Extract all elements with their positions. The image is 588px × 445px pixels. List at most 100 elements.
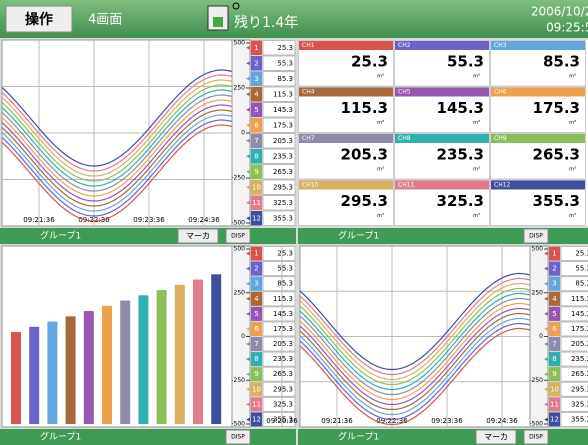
scale-label: 500 <box>234 246 246 253</box>
digital-value: 205.3 <box>341 146 388 164</box>
channel-value: 235.3 <box>571 355 588 363</box>
trend-line <box>1 124 233 222</box>
channel-pointer <box>246 251 250 256</box>
channel-value-box <box>560 276 588 292</box>
channel-no: 4 <box>254 295 259 303</box>
disp-button[interactable] <box>225 228 251 244</box>
trend-line <box>1 114 233 212</box>
scale-label: -250 <box>231 377 245 384</box>
channel-no: 1 <box>552 250 556 258</box>
channel-no: 5 <box>254 106 258 114</box>
trend-line <box>1 79 233 177</box>
channel-no-box <box>549 276 560 291</box>
marker-label: マーカ <box>186 232 210 241</box>
menu-label: 操作 <box>25 11 53 28</box>
channel-value-box <box>262 133 296 149</box>
channel-no: 1 <box>254 44 258 52</box>
digital-value: 55.3 <box>447 53 484 71</box>
channel-pointer <box>246 387 250 392</box>
channel-value-box <box>560 351 588 367</box>
disp-button[interactable] <box>225 429 251 445</box>
channel-no: 5 <box>254 310 258 318</box>
channel-no: 9 <box>552 370 556 378</box>
scale-label: 250 <box>234 85 246 92</box>
trend-line <box>299 302 531 401</box>
channel-pointer <box>544 342 548 347</box>
marker-button[interactable] <box>475 429 517 445</box>
channel-value-box <box>560 366 588 382</box>
disp-label: DISP <box>529 434 543 441</box>
channel-pointer <box>246 216 250 221</box>
channel-value-box <box>262 164 296 180</box>
disp-button[interactable] <box>523 429 549 445</box>
channel-value-box <box>560 411 588 427</box>
digital-value: 235.3 <box>437 146 484 164</box>
bar <box>11 332 21 424</box>
scale-label: -500 <box>529 421 543 428</box>
unit: m³ <box>569 213 576 219</box>
channel-no-box <box>251 276 262 291</box>
unit: m³ <box>569 120 576 126</box>
status-icon <box>232 2 240 10</box>
channel-no: 3 <box>552 280 556 288</box>
screen-mode: 4画面 <box>88 13 122 28</box>
channel-value-box <box>262 336 296 352</box>
channel-no: 11 <box>252 400 261 408</box>
channel-no-box <box>549 352 560 367</box>
trend-line <box>1 69 233 167</box>
channel-pointer <box>246 169 250 174</box>
scale-label: 500 <box>234 40 246 47</box>
group-label: グループ1 <box>40 230 81 242</box>
channel-value: 115.3 <box>273 90 293 98</box>
channel-value: 355.3 <box>273 214 293 222</box>
bar <box>47 321 58 424</box>
channel-no-box <box>251 397 262 412</box>
bar <box>120 300 131 424</box>
cell-header <box>299 134 393 143</box>
channel-tag: CH12 <box>494 182 511 189</box>
unit: m³ <box>377 74 384 80</box>
unit: m³ <box>473 120 480 126</box>
unit: m³ <box>473 213 480 219</box>
channel-value-box <box>262 102 296 118</box>
channel-no: 9 <box>254 168 258 176</box>
channel-pointer <box>246 45 250 50</box>
group-label: グループ1 <box>338 230 379 242</box>
channel-no-box <box>251 261 262 276</box>
channel-no: 3 <box>254 280 258 288</box>
channel-value-box <box>262 246 296 262</box>
channel-pointer <box>544 266 548 271</box>
marker-button[interactable] <box>177 228 219 244</box>
channel-value: 235.3 <box>273 152 293 160</box>
channel-value-box <box>262 351 296 367</box>
disp-button[interactable] <box>523 228 549 244</box>
channel-value: 145.3 <box>571 310 588 318</box>
channel-pointer <box>246 185 250 190</box>
channel-pointer <box>544 326 548 331</box>
channel-value: 325.3 <box>273 199 293 207</box>
channel-value-box <box>262 291 296 307</box>
channel-value-box <box>262 276 296 292</box>
trend-line <box>1 89 233 187</box>
channel-no-box <box>549 337 560 352</box>
channel-tag: CH9 <box>494 135 507 142</box>
menu-button[interactable] <box>5 5 73 33</box>
trend-line <box>1 84 233 182</box>
channel-value-box <box>262 396 296 412</box>
scale-label: 0 <box>241 130 245 137</box>
scale-label: 250 <box>234 289 246 296</box>
trend-line <box>1 119 233 217</box>
channel-pointer <box>246 200 250 205</box>
date: 2006/10/27 <box>531 5 588 19</box>
channel-tag: CH4 <box>302 89 315 96</box>
channel-tag: CH8 <box>398 135 411 142</box>
marker-label: マーカ <box>484 433 508 442</box>
channel-no: 10 <box>550 385 559 393</box>
cell-header <box>395 87 489 97</box>
digital-value: 175.3 <box>533 99 580 117</box>
scale-label: 0 <box>539 333 543 340</box>
scale-label: -500 <box>231 421 245 428</box>
channel-value: 55.3 <box>277 59 293 67</box>
channel-value-box <box>262 117 296 133</box>
unit: m³ <box>473 74 480 80</box>
